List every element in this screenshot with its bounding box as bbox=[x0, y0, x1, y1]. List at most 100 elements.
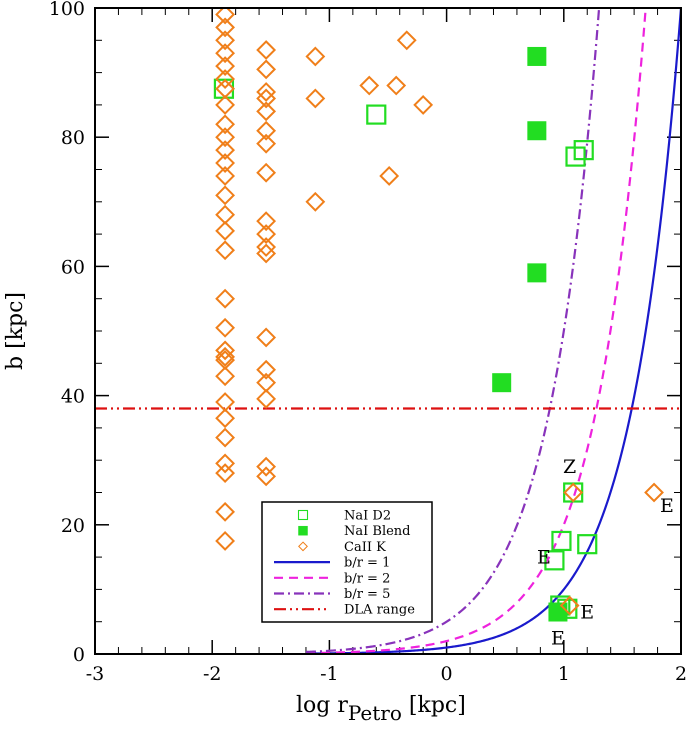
y-tick-label: 0 bbox=[73, 644, 85, 666]
point-caii-k bbox=[256, 243, 277, 264]
point-nai-d2 bbox=[573, 140, 594, 161]
point-caii-k bbox=[256, 133, 277, 154]
y-tick-label: 40 bbox=[61, 386, 85, 408]
annotation-label: E bbox=[580, 601, 594, 623]
plot-frame bbox=[94, 7, 682, 655]
point-caii-k bbox=[256, 101, 277, 122]
legend-label-b-r-1: b/r = 1 bbox=[344, 556, 390, 571]
legend-symbol-nai-d2 bbox=[297, 509, 309, 521]
point-caii-k bbox=[215, 140, 236, 161]
y-tick-label: 80 bbox=[61, 127, 85, 149]
point-caii-k bbox=[305, 191, 326, 212]
data-points bbox=[213, 8, 664, 622]
annotation-label: E bbox=[537, 547, 551, 569]
y-axis-title: b [kpc] bbox=[3, 292, 28, 370]
point-caii-k bbox=[256, 120, 277, 141]
point-caii-k bbox=[559, 595, 580, 616]
point-caii-k bbox=[215, 43, 236, 64]
point-caii-k bbox=[256, 40, 277, 60]
curve-b-r-2 bbox=[305, 8, 647, 654]
point-caii-k bbox=[359, 75, 380, 96]
legend-label-b-r-5: b/r = 5 bbox=[344, 587, 390, 602]
point-caii-k bbox=[215, 185, 236, 206]
point-nai-blend bbox=[527, 121, 547, 141]
point-caii-k bbox=[256, 359, 277, 380]
point-caii-k bbox=[379, 166, 400, 186]
legend-marker-nai-d2 bbox=[297, 509, 309, 521]
point-caii-k bbox=[256, 59, 277, 80]
point-caii-k bbox=[215, 427, 236, 448]
x-axis-title: log rPetro [kpc] bbox=[296, 693, 466, 725]
point-caii-k bbox=[215, 166, 236, 186]
point-caii-k bbox=[396, 30, 417, 51]
point-caii-k bbox=[256, 88, 277, 109]
point-nai-d2 bbox=[366, 104, 387, 125]
point-caii-k bbox=[215, 453, 236, 474]
legend-label-nai-d2: NaI D2 bbox=[344, 509, 391, 524]
legend-label-b-r-2: b/r = 2 bbox=[344, 571, 390, 586]
point-caii-k bbox=[215, 94, 236, 115]
reference-curves bbox=[95, 8, 681, 654]
legend-label-caii-k: CaII K bbox=[344, 540, 386, 555]
x-tick-label: -2 bbox=[203, 663, 222, 685]
point-nai-blend bbox=[548, 602, 568, 622]
x-tick-label: 1 bbox=[558, 663, 570, 685]
point-caii-k bbox=[305, 88, 326, 109]
point-nai-d2 bbox=[544, 550, 565, 571]
point-caii-k bbox=[563, 482, 584, 503]
point-caii-k bbox=[256, 162, 277, 183]
point-caii-k bbox=[215, 531, 236, 551]
x-tick-label: -1 bbox=[320, 663, 339, 685]
point-nai-blend bbox=[492, 373, 512, 393]
point-caii-k bbox=[305, 46, 326, 67]
point-caii-k bbox=[215, 17, 236, 38]
point-caii-k bbox=[215, 408, 236, 429]
curve-b-r-5 bbox=[305, 8, 601, 654]
point-caii-k bbox=[215, 288, 236, 309]
point-caii-k bbox=[215, 346, 236, 367]
annotation-label: Z bbox=[563, 456, 576, 478]
legend-marker-caii-k bbox=[298, 541, 308, 552]
point-nai-blend bbox=[527, 46, 547, 66]
legend-symbol-caii-k bbox=[298, 541, 308, 552]
point-caii-k bbox=[215, 340, 236, 361]
legend-symbol-nai-blend bbox=[298, 525, 308, 536]
legend-label-nai-blend: NaI Blend bbox=[344, 524, 411, 539]
y-tick-label: 20 bbox=[61, 515, 85, 537]
point-caii-k bbox=[256, 327, 277, 348]
point-caii-k bbox=[215, 501, 236, 522]
point-caii-k bbox=[215, 153, 236, 173]
legend-marker-nai-blend bbox=[298, 525, 308, 536]
point-caii-k bbox=[215, 8, 236, 25]
point-nai-d2 bbox=[551, 530, 572, 552]
point-caii-k bbox=[256, 466, 277, 487]
point-caii-k bbox=[256, 237, 277, 257]
point-caii-k bbox=[256, 388, 277, 409]
annotation-label: E bbox=[660, 495, 674, 517]
legend-label-dla-range: DLA range bbox=[344, 603, 415, 618]
point-caii-k bbox=[215, 317, 236, 338]
point-caii-k bbox=[215, 366, 236, 387]
point-nai-blend bbox=[527, 263, 547, 283]
point-caii-k bbox=[256, 224, 277, 245]
point-caii-k bbox=[386, 75, 407, 96]
point-caii-k bbox=[256, 456, 277, 477]
x-tick-label: 0 bbox=[441, 663, 453, 685]
point-caii-k bbox=[215, 56, 236, 77]
point-caii-k bbox=[215, 127, 236, 148]
point-caii-k bbox=[215, 240, 236, 261]
point-nai-d2 bbox=[577, 534, 598, 555]
point-caii-k bbox=[644, 482, 664, 503]
point-caii-k bbox=[215, 220, 236, 241]
y-tick-label: 60 bbox=[61, 256, 85, 278]
point-caii-k bbox=[413, 94, 434, 115]
point-caii-k bbox=[215, 114, 236, 135]
curve-b-r-1 bbox=[305, 8, 681, 654]
x-tick-label: -3 bbox=[86, 663, 105, 685]
point-caii-k bbox=[215, 463, 236, 484]
x-tick-label: 2 bbox=[675, 663, 686, 685]
